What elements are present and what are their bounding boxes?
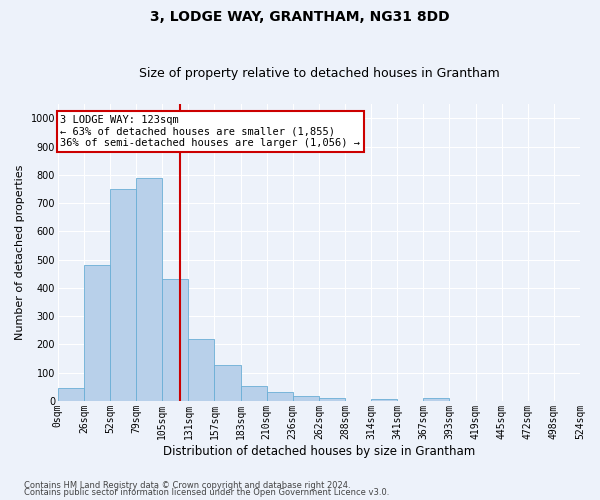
Bar [162, 280, 188, 401]
Bar [293, 396, 319, 401]
Text: Contains public sector information licensed under the Open Government Licence v3: Contains public sector information licen… [24, 488, 389, 497]
Bar [241, 386, 266, 401]
Bar [136, 178, 162, 401]
Title: Size of property relative to detached houses in Grantham: Size of property relative to detached ho… [139, 66, 499, 80]
Text: 3 LODGE WAY: 123sqm
← 63% of detached houses are smaller (1,855)
36% of semi-det: 3 LODGE WAY: 123sqm ← 63% of detached ho… [61, 114, 361, 148]
Y-axis label: Number of detached properties: Number of detached properties [15, 165, 25, 340]
Bar [58, 388, 84, 401]
Bar [266, 392, 293, 401]
Text: Contains HM Land Registry data © Crown copyright and database right 2024.: Contains HM Land Registry data © Crown c… [24, 480, 350, 490]
Bar [84, 266, 110, 401]
Bar [319, 398, 345, 401]
Bar [371, 398, 397, 401]
Bar [188, 339, 214, 401]
Bar [214, 365, 241, 401]
Text: 3, LODGE WAY, GRANTHAM, NG31 8DD: 3, LODGE WAY, GRANTHAM, NG31 8DD [150, 10, 450, 24]
Bar [110, 189, 136, 401]
Bar [424, 398, 449, 401]
X-axis label: Distribution of detached houses by size in Grantham: Distribution of detached houses by size … [163, 444, 475, 458]
